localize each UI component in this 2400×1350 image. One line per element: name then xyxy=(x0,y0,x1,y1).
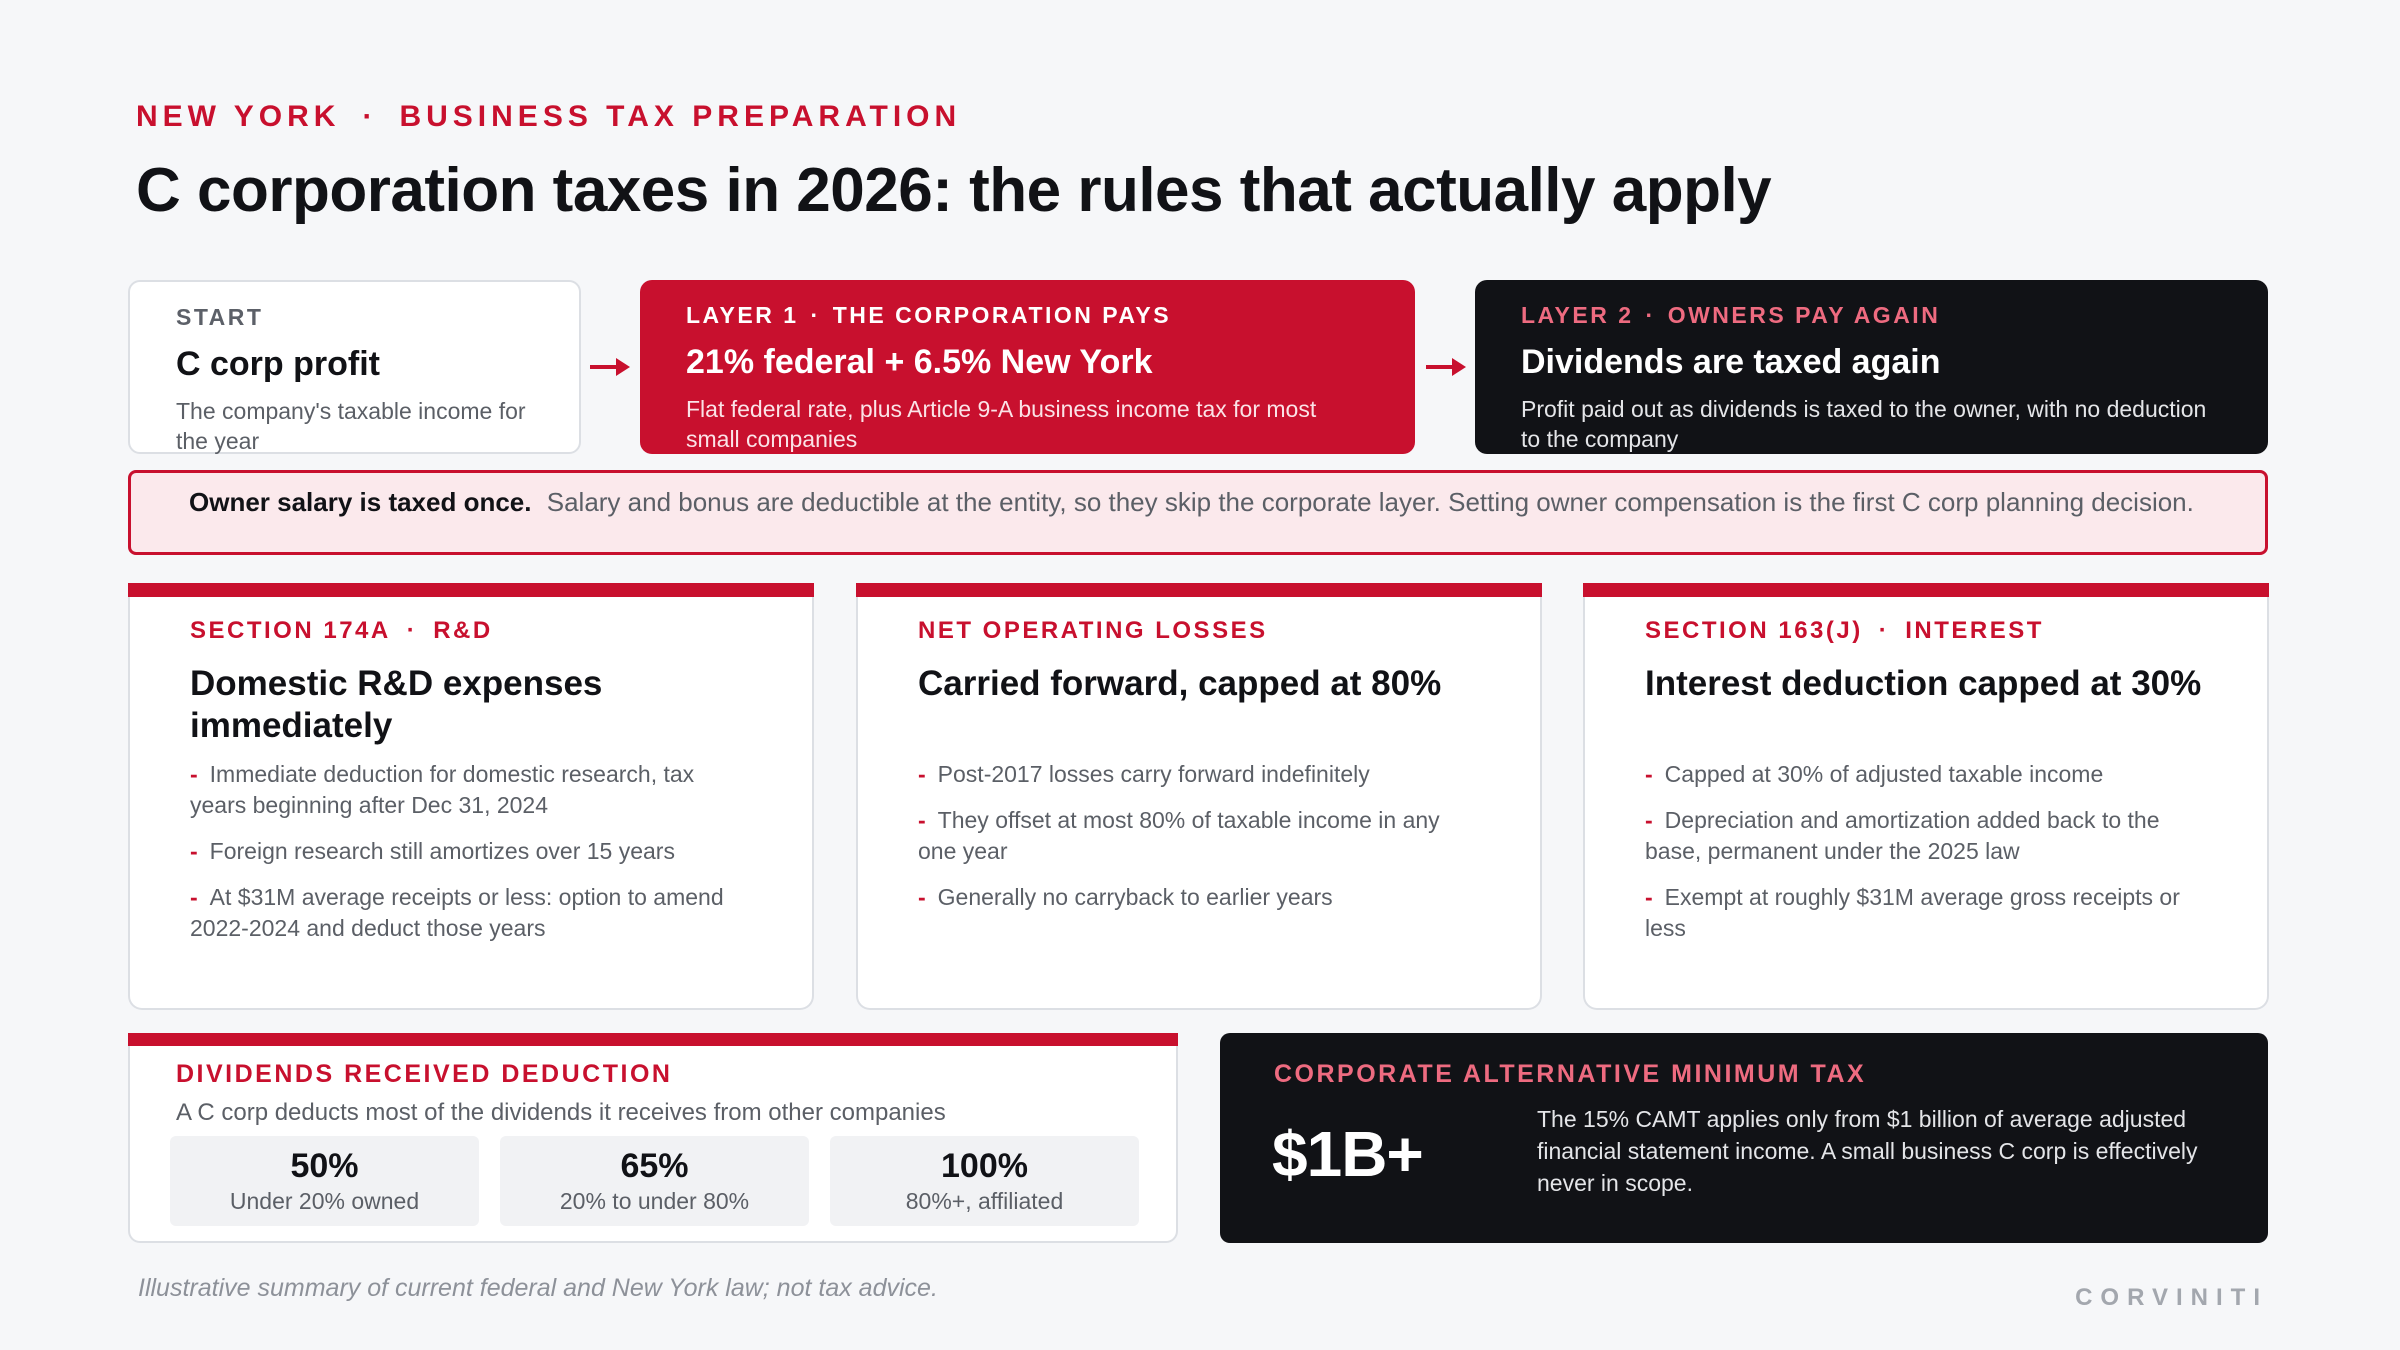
layer2-card: LAYER 2 · OWNERS PAY AGAIN Dividends are t… xyxy=(1475,280,2268,454)
tier-caption: 80%+, affiliated xyxy=(905,1188,1064,1214)
rule-label: SECTION 174A · R&D xyxy=(190,617,752,645)
start-card: START C corp profit The company's taxabl… xyxy=(128,280,581,454)
rule-label: NET OPERATING LOSSES xyxy=(918,617,1480,645)
owner-salary-note: Owner salary is taxed once. Salary and b… xyxy=(128,470,2268,555)
brand-logo: CORVINITI xyxy=(2075,1284,2268,1311)
rule-list: - Immediate deduction for domestic resear… xyxy=(190,759,752,944)
list-item: - Immediate deduction for domestic resear… xyxy=(190,761,695,818)
layer2-label-text: OWNERS PAY AGAIN xyxy=(1667,302,1941,328)
tier-caption: 20% to under 80% xyxy=(559,1188,750,1214)
arrow-right-icon xyxy=(1426,358,1466,376)
card-accent-bar xyxy=(128,583,814,597)
layer2-desc: Profit paid out as dividends is taxed to… xyxy=(1521,396,2207,452)
list-item: - They offset at most 80% of taxable inco… xyxy=(918,807,1440,864)
list-item: - Depreciation and amortization added bac… xyxy=(1645,807,2160,864)
page-title: C corporation taxes in 2026: the rules t… xyxy=(136,156,1772,225)
rule-list: - Post-2017 losses carry forward indefini… xyxy=(918,759,1480,913)
rule-card-174a: SECTION 174A · R&D Domestic R&D expenses i… xyxy=(128,583,814,1010)
drd-label: DIVIDENDS RECEIVED DEDUCTION xyxy=(176,1060,673,1088)
label-separator: · xyxy=(406,617,418,644)
rule-label-section: NET OPERATING LOSSES xyxy=(918,617,1268,644)
eyebrow: NEW YORK · BUSINESS TAX PREPARATION xyxy=(136,100,961,134)
layer2-label: LAYER 2 · OWNERS PAY AGAIN xyxy=(1521,302,2224,329)
start-desc: The company's taxable income for the yea… xyxy=(176,398,526,454)
camt-text: The 15% CAMT applies only from $1 billio… xyxy=(1537,1106,2198,1196)
card-accent-bar xyxy=(1583,583,2269,597)
layer1-label-number: LAYER 1 xyxy=(686,302,799,328)
label-separator: · xyxy=(1878,617,1890,644)
camt-label: CORPORATE ALTERNATIVE MINIMUM TAX xyxy=(1274,1060,1867,1088)
layer1-label-text: THE CORPORATION PAYS xyxy=(832,302,1172,328)
layer2-head: Dividends are taxed again xyxy=(1521,343,1941,381)
rule-label-section: SECTION 163(J) xyxy=(1645,617,1863,644)
layer1-label: LAYER 1 · THE CORPORATION PAYS xyxy=(686,302,1371,329)
tier-caption: Under 20% owned xyxy=(229,1188,420,1214)
tier-percent: 65% xyxy=(620,1147,689,1185)
rule-head: Interest deduction capped at 30% xyxy=(1645,664,2202,703)
layer1-head: 21% federal + 6.5% New York xyxy=(686,343,1153,381)
camt-threshold: $1B+ xyxy=(1272,1118,1424,1190)
rule-label-topic: INTEREST xyxy=(1905,617,2044,644)
layer1-card: LAYER 1 · THE CORPORATION PAYS 21% federal… xyxy=(640,280,1415,454)
note-text: Salary and bonus are deductible at the e… xyxy=(546,487,2194,517)
start-label: START xyxy=(176,304,264,330)
rule-head: Carried forward, capped at 80% xyxy=(918,664,1442,703)
card-accent-bar xyxy=(128,1033,1178,1046)
card-accent-bar xyxy=(856,583,1542,597)
rule-label-topic: R&D xyxy=(433,617,493,644)
layer1-desc: Flat federal rate, plus Article 9-A busi… xyxy=(686,396,1317,452)
drd-tier: 65% 20% to under 80% xyxy=(500,1136,809,1226)
camt-card: CORPORATE ALTERNATIVE MINIMUM TAX $1B+ T… xyxy=(1220,1033,2268,1243)
dividends-received-card: DIVIDENDS RECEIVED DEDUCTION A C corp de… xyxy=(128,1033,1178,1243)
eyebrow-topic: BUSINESS TAX PREPARATION xyxy=(399,100,962,133)
arrow-right-icon xyxy=(590,358,630,376)
rule-list: - Capped at 30% of adjusted taxable incom… xyxy=(1645,759,2207,944)
label-separator: · xyxy=(1645,302,1656,328)
list-item: - Post-2017 losses carry forward indefini… xyxy=(918,761,1370,787)
disclaimer: Illustrative summary of current federal … xyxy=(138,1274,938,1302)
eyebrow-location: NEW YORK xyxy=(136,100,341,133)
list-item: - At $31M average receipts or less: optio… xyxy=(190,884,724,941)
rule-head: Domestic R&D expenses immediately xyxy=(190,664,603,745)
list-item: - Foreign research still amortizes over 1… xyxy=(190,838,675,864)
eyebrow-separator: · xyxy=(362,100,378,133)
rule-label: SECTION 163(J) · INTEREST xyxy=(1645,617,2207,645)
layer2-label-number: LAYER 2 xyxy=(1521,302,1634,328)
note-bold: Owner salary is taxed once. xyxy=(189,487,532,517)
label-separator: · xyxy=(810,302,821,328)
tier-percent: 100% xyxy=(941,1147,1028,1185)
drd-tiers: 50% Under 20% owned 65% 20% to under 80%… xyxy=(170,1136,1139,1226)
list-item: - Capped at 30% of adjusted taxable incom… xyxy=(1645,761,2104,787)
rule-card-163j: SECTION 163(J) · INTEREST Interest deducti… xyxy=(1583,583,2269,1010)
rule-card-nol: NET OPERATING LOSSES Carried forward, ca… xyxy=(856,583,1542,1010)
rule-label-section: SECTION 174A xyxy=(190,617,391,644)
list-item: - Exempt at roughly $31M average gross re… xyxy=(1645,884,2180,941)
tier-percent: 50% xyxy=(290,1147,359,1185)
start-head: C corp profit xyxy=(176,345,380,383)
drd-tier: 50% Under 20% owned xyxy=(170,1136,479,1226)
drd-subtitle: A C corp deducts most of the dividends i… xyxy=(176,1099,946,1126)
list-item: - Generally no carryback to earlier years xyxy=(918,884,1333,910)
drd-tier: 100% 80%+, affiliated xyxy=(830,1136,1139,1226)
